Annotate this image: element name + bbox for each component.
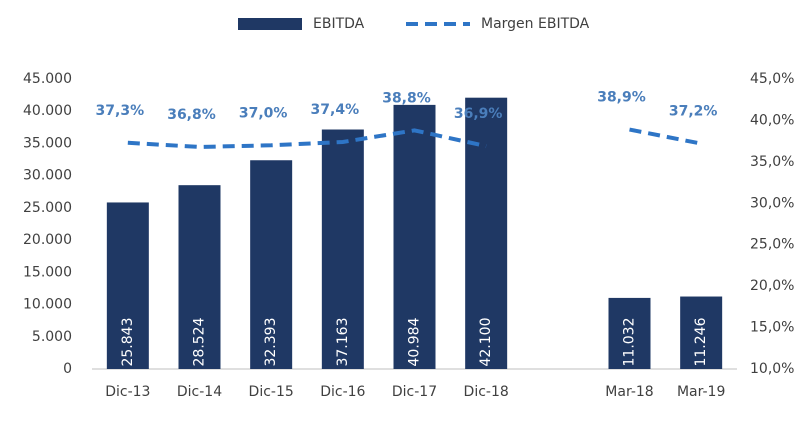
bar-value-label: 40.984 xyxy=(407,317,423,366)
line xyxy=(127,127,702,149)
bar-value-label: 32.393 xyxy=(263,318,279,367)
y-tick-label: 30.000 xyxy=(23,168,72,184)
bar xyxy=(393,104,436,369)
x-tick-label: Mar-18 xyxy=(605,384,653,400)
line-value-label: 38,8% xyxy=(382,90,431,106)
line-value-label: 36,9% xyxy=(454,106,503,122)
line-value-label: 38,9% xyxy=(597,90,646,106)
y-tick-label: 25.000 xyxy=(23,200,72,216)
y-tick-label: 35.000 xyxy=(23,135,72,151)
line-value-label: 37,0% xyxy=(239,105,288,121)
y2-tick-label: 45,0% xyxy=(750,71,794,87)
line-value-label: 36,8% xyxy=(167,107,216,123)
y-tick-label: 20.000 xyxy=(23,232,72,248)
bar xyxy=(106,202,149,369)
legend-label: EBITDA xyxy=(313,16,365,32)
bar-value-label: 11.246 xyxy=(693,317,709,366)
bar-value-label: 28.524 xyxy=(192,317,208,366)
x-tick-label: Dic-16 xyxy=(320,384,365,400)
legend-label: Margen EBITDA xyxy=(481,16,590,32)
bar-value-label: 25.843 xyxy=(120,318,136,367)
bar xyxy=(680,296,723,369)
y-tick-label: 5.000 xyxy=(32,329,72,345)
x-tick-label: Dic-17 xyxy=(392,384,437,400)
y-tick-label: 0 xyxy=(63,361,72,377)
line-value-label: 37,3% xyxy=(96,103,145,119)
y2-tick-label: 40,0% xyxy=(750,112,794,128)
bar-value-label: 37.163 xyxy=(335,318,351,367)
y-tick-label: 40.000 xyxy=(23,103,72,119)
bar xyxy=(608,297,651,369)
y-tick-label: 15.000 xyxy=(23,264,72,280)
bar xyxy=(250,160,293,369)
bar-value-label: 42.100 xyxy=(478,317,494,366)
bar xyxy=(321,129,364,369)
y2-tick-label: 35,0% xyxy=(750,154,794,170)
x-tick-label: Dic-13 xyxy=(105,384,150,400)
y2-tick-label: 15,0% xyxy=(750,320,794,336)
y2-tick-label: 20,0% xyxy=(750,278,794,294)
y-tick-label: 10.000 xyxy=(23,297,72,313)
x-tick-label: Dic-18 xyxy=(464,384,509,400)
y2-tick-label: 30,0% xyxy=(750,195,794,211)
bar xyxy=(178,185,221,369)
y2-tick-label: 25,0% xyxy=(750,237,794,253)
x-tick-label: Dic-14 xyxy=(177,384,222,400)
line-value-label: 37,2% xyxy=(669,104,718,120)
x-tick-label: Dic-15 xyxy=(249,384,294,400)
x-tick-label: Mar-19 xyxy=(677,384,725,400)
bar-value-label: 11.032 xyxy=(622,318,638,367)
y-tick-label: 45.000 xyxy=(23,71,72,87)
line-value-label: 37,4% xyxy=(311,102,360,118)
y2-tick-label: 10,0% xyxy=(750,361,794,377)
legend-swatch xyxy=(238,18,302,30)
